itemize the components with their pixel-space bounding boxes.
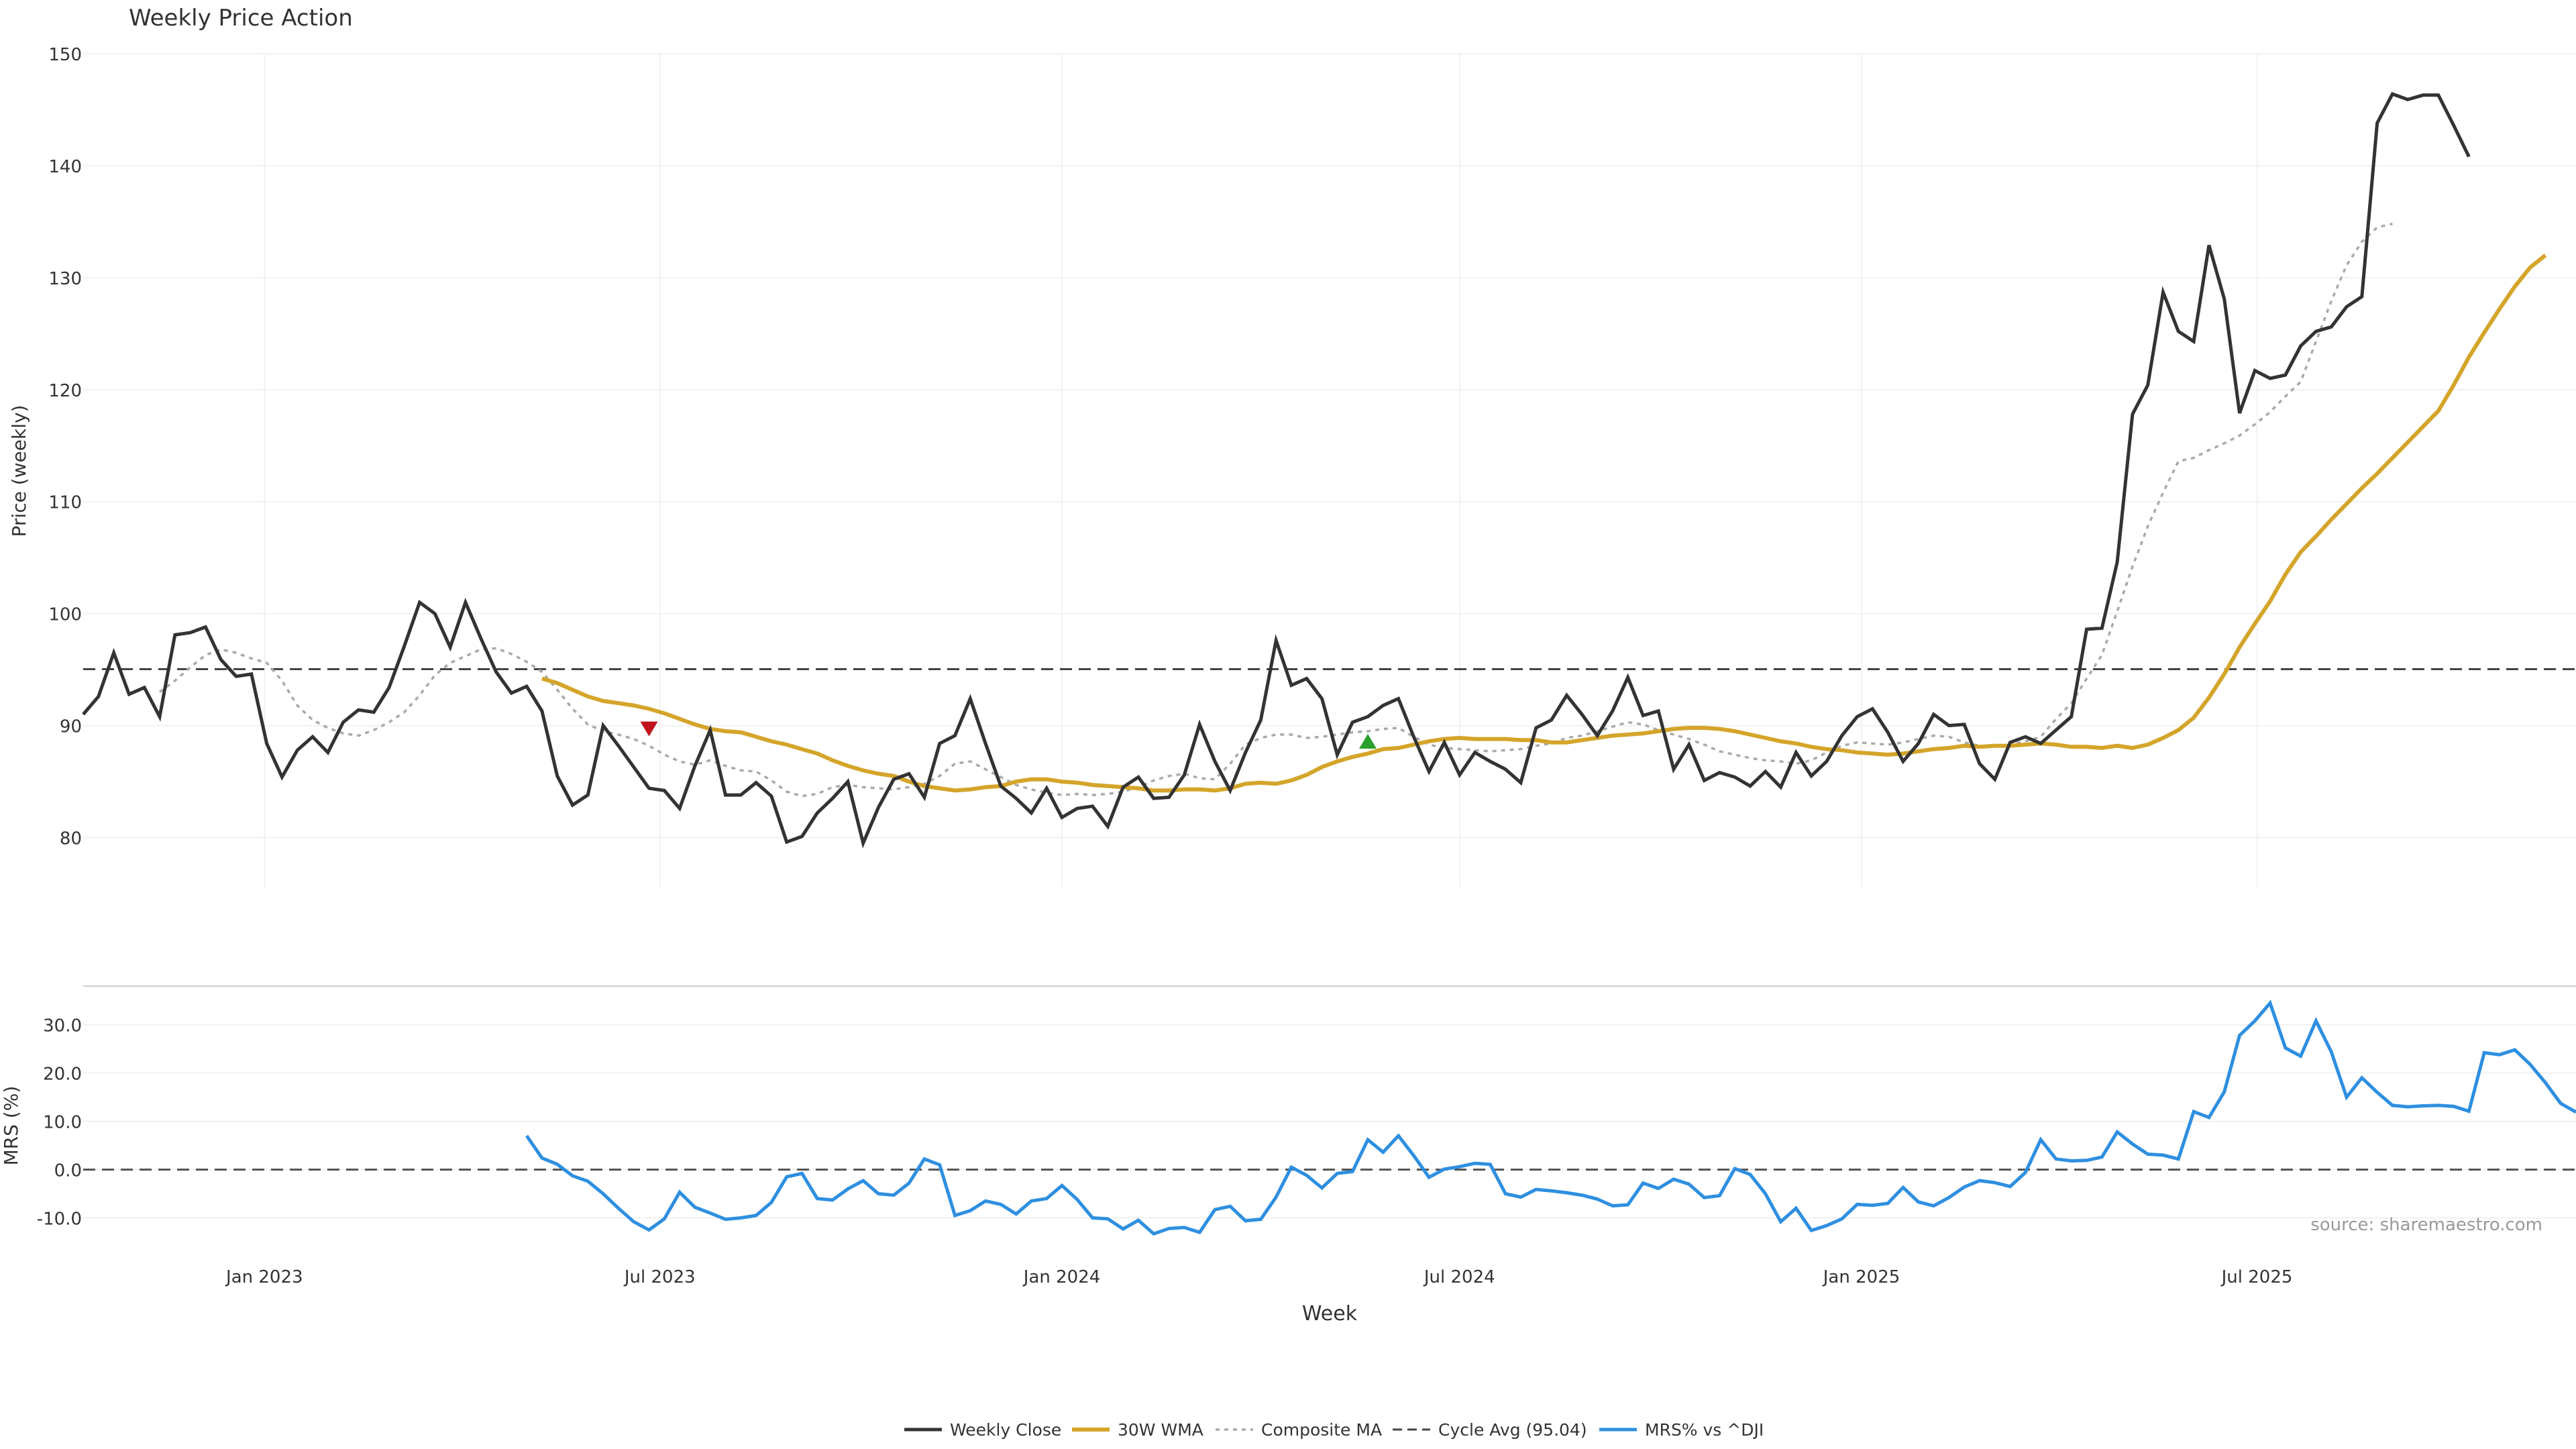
price-y-tick-label: 130 — [48, 269, 82, 289]
legend-label: Cycle Avg (95.04) — [1438, 1420, 1587, 1440]
x-tick-label: Jul 2025 — [2220, 1267, 2293, 1287]
price-y-tick-labels: 80 90 100 110 120 130 140 150 — [48, 45, 82, 849]
price-y-tick-label: 100 — [48, 605, 82, 625]
legend-wma30: 30W WMA — [1072, 1420, 1203, 1440]
price-y-tick-label: 80 — [60, 829, 82, 849]
composite-ma-line — [158, 222, 2393, 798]
sell-signal-marker — [640, 721, 658, 737]
mrs-panel: -10.0 0.0 10.0 20.0 30.0 MRS (%) source: sha… — [0, 1000, 2576, 1236]
legend-weekly-close: Weekly Close — [904, 1420, 1061, 1440]
price-y-tick-label: 140 — [48, 157, 82, 177]
mrs-y-tick-label: -10.0 — [37, 1209, 82, 1229]
x-tick-label: Jul 2024 — [1423, 1267, 1495, 1287]
price-y-tick-label: 150 — [48, 45, 82, 65]
price-y-tick-label: 120 — [48, 381, 82, 401]
legend-label: Weekly Close — [950, 1420, 1061, 1440]
x-tick-label: Jan 2023 — [225, 1267, 303, 1287]
price-grid — [83, 53, 2576, 887]
price-y-tick-label: 90 — [60, 717, 82, 737]
legend-label: Composite MA — [1261, 1420, 1382, 1440]
mrs-y-tick-label: 10.0 — [43, 1113, 82, 1133]
weekly-close-line — [82, 92, 2471, 849]
wma30-line — [541, 254, 2547, 793]
mrs-y-tick-label: 30.0 — [43, 1016, 82, 1036]
legend-cycle-avg: Cycle Avg (95.04) — [1393, 1420, 1587, 1440]
mrs-y-tick-label: 20.0 — [43, 1065, 82, 1085]
price-y-tick-label: 110 — [48, 493, 82, 513]
price-y-axis-label: Price (weekly) — [8, 405, 30, 537]
mrs-line — [525, 1000, 2576, 1236]
price-panel: 80 90 100 110 120 130 140 150 Price (weekly) — [8, 45, 2576, 887]
legend: Weekly Close 30W WMA Composite MA Cycle Avg… — [904, 1420, 1764, 1440]
x-tick-labels: Jan 2023 Jul 2023 Jan 2024 Jul 2024 Jan 2025… — [225, 1267, 2292, 1287]
legend-label: 30W WMA — [1118, 1420, 1203, 1440]
x-axis-label: Week — [1302, 1302, 1358, 1326]
x-tick-label: Jul 2023 — [623, 1267, 696, 1287]
mrs-y-tick-label: 0.0 — [54, 1161, 82, 1181]
x-tick-label: Jan 2025 — [1822, 1267, 1900, 1287]
buy-signal-marker — [1358, 733, 1377, 749]
legend-label: MRS% vs ^DJI — [1645, 1420, 1764, 1440]
signal-markers — [640, 721, 1377, 749]
mrs-y-tick-labels: -10.0 0.0 10.0 20.0 30.0 — [37, 1016, 82, 1230]
x-tick-label: Jan 2024 — [1022, 1267, 1101, 1287]
chart-title: Weekly Price Action — [129, 5, 353, 32]
source-note: source: sharemaestro.com — [2310, 1215, 2542, 1235]
mrs-y-axis-label: MRS (%) — [0, 1086, 22, 1166]
legend-mrs: MRS% vs ^DJI — [1599, 1420, 1764, 1440]
legend-composite-ma: Composite MA — [1216, 1420, 1382, 1440]
mrs-grid — [83, 1024, 2576, 1219]
